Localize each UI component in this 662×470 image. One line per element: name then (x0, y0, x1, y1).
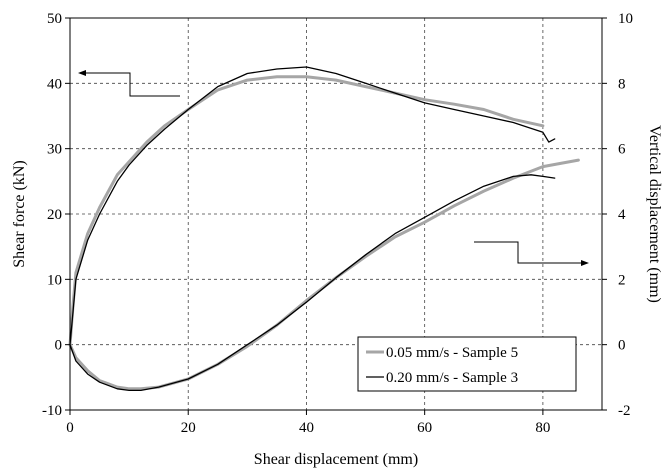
y2-tick-label: 6 (618, 142, 626, 158)
y-tick-label: 50 (47, 11, 62, 27)
series-line-2-sample3-left (69, 66, 556, 346)
series-line-3-sample3-right (69, 174, 556, 392)
y2-tick-label: 4 (618, 207, 626, 223)
y-axis-title: Shear force (kN) (11, 160, 28, 268)
y-tick-label: 30 (47, 142, 62, 158)
x-tick-label: 80 (535, 420, 550, 436)
y-tick-label: -10 (42, 403, 62, 419)
y-tick-label: 40 (47, 76, 62, 92)
axis-arrows (78, 70, 589, 266)
legend: 0.05 mm/s - Sample 5 0.20 mm/s - Sample … (357, 336, 577, 392)
y2-tick-label: 10 (618, 11, 633, 27)
y-tick-label: 20 (47, 207, 62, 223)
series-line-0-sample5-left (68, 75, 545, 347)
x-tick-label: 40 (299, 420, 314, 436)
x-tick-label: 60 (417, 420, 432, 436)
legend-label-sample3: 0.20 mm/s - Sample 3 (386, 370, 518, 386)
y-tick-label: 10 (47, 272, 62, 288)
y2-tick-label: 0 (618, 338, 626, 354)
legend-label-sample5: 0.05 mm/s - Sample 5 (386, 345, 518, 361)
right-arrow-head-icon (581, 260, 589, 266)
y2-tick-label: -2 (618, 403, 631, 419)
y2-tick-label: 2 (618, 272, 626, 288)
y2-axis-title: Vertical displacement (mm) (646, 125, 662, 303)
y2-tick-label: 8 (618, 76, 626, 92)
x-tick-label: 20 (181, 420, 196, 436)
left-axis-arrow (82, 72, 180, 97)
series-layer (68, 66, 580, 392)
right-axis-arrow (474, 241, 584, 264)
x-tick-label: 0 (66, 420, 74, 436)
left-arrow-head-icon (78, 70, 86, 76)
x-axis-title: Shear displacement (mm) (254, 451, 418, 468)
y-tick-label: 0 (55, 338, 63, 354)
legend-box (357, 336, 577, 392)
